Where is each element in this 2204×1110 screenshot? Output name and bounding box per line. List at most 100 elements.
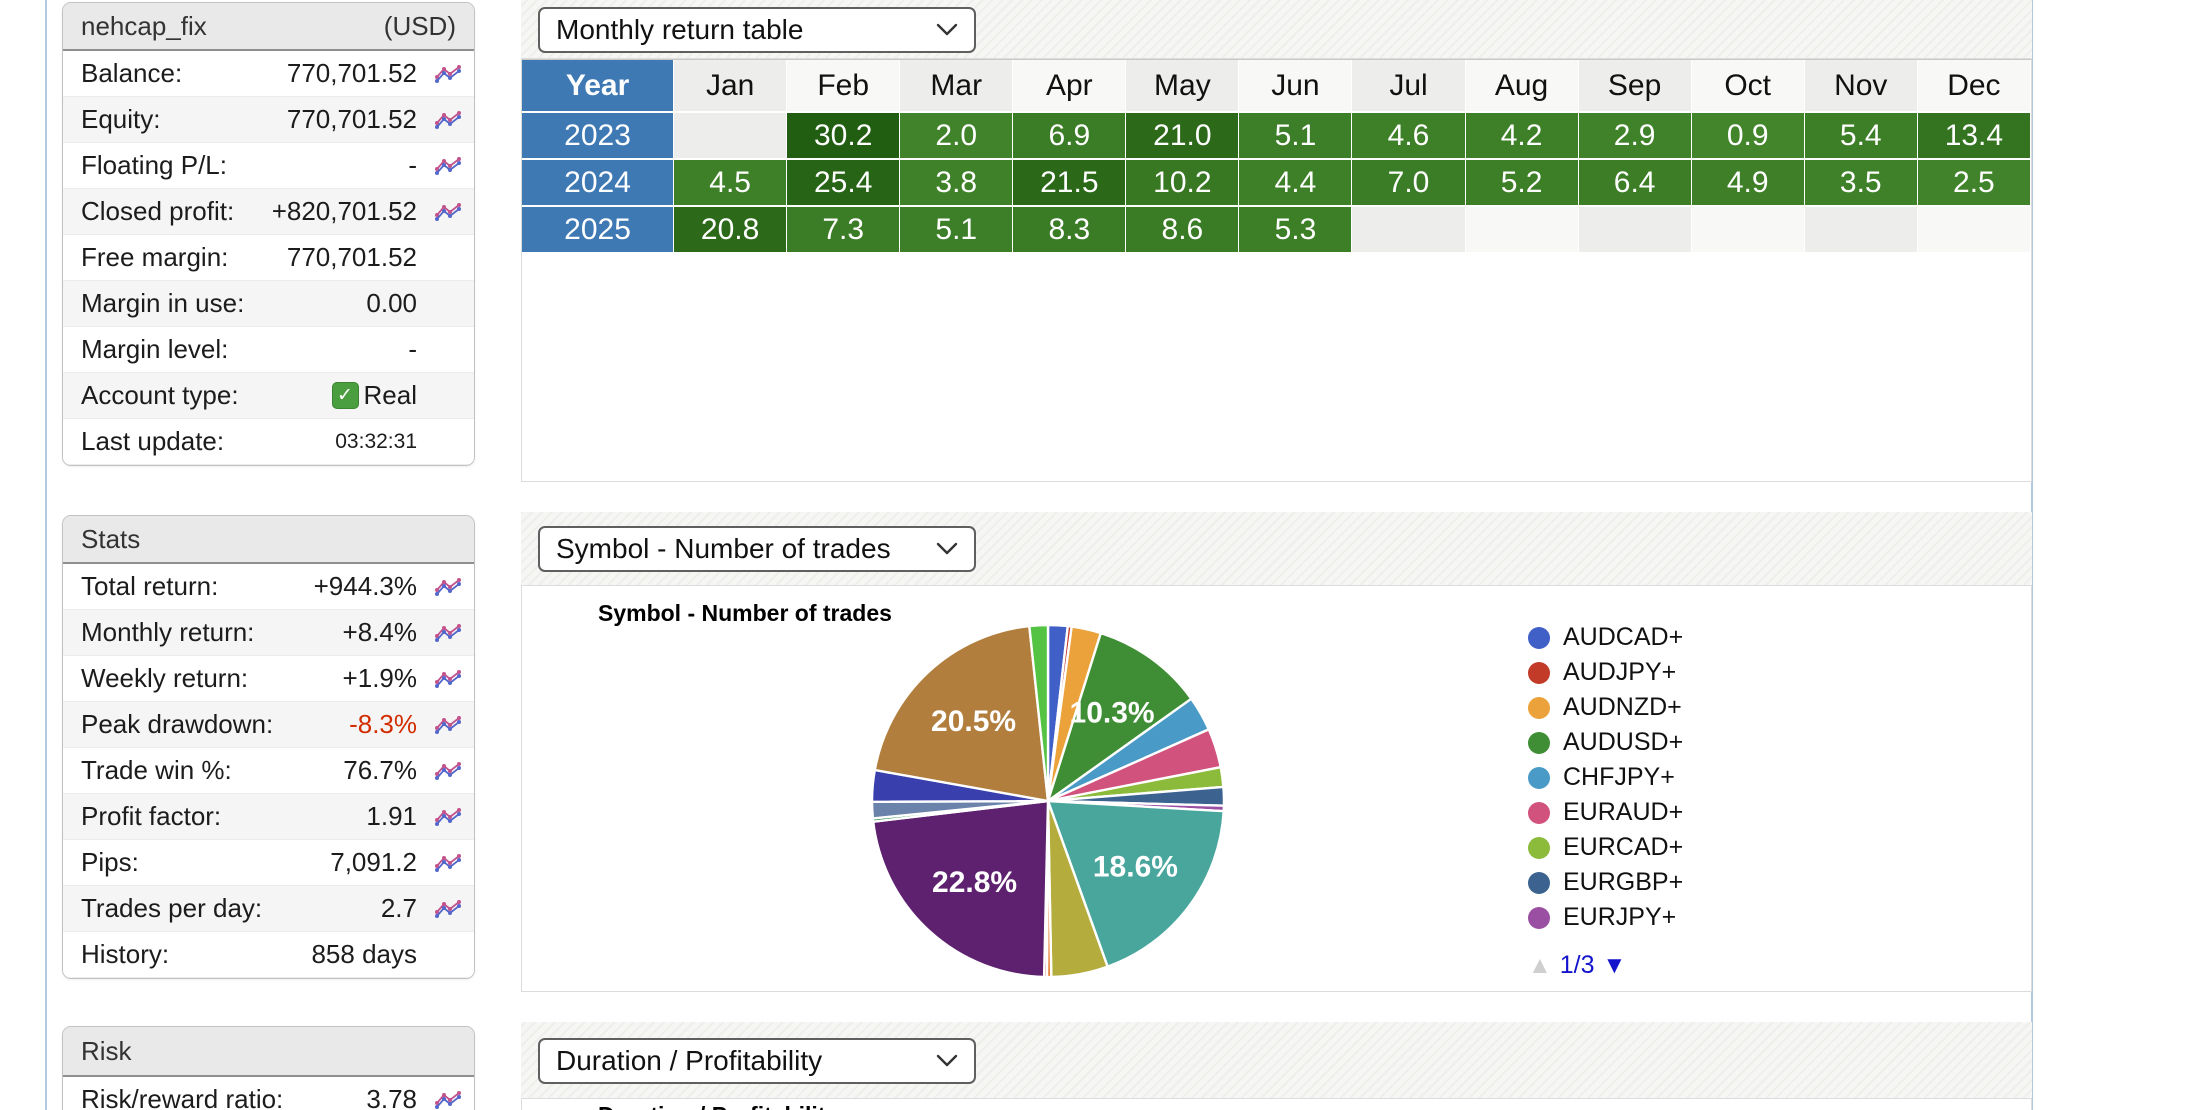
return-cell: 5.1 [900,207,1014,254]
return-cell: 5.1 [1239,113,1353,160]
month-header-cell: Jun [1239,60,1353,113]
mini-chart-icon[interactable] [435,761,461,781]
account-name: nehcap_fix [81,10,207,41]
stat-value: 770,701.52 [286,104,417,134]
stat-row: Floating P/L: - [63,143,474,189]
risk-panel-header: Risk [63,1027,474,1077]
mini-chart-icon[interactable] [435,1090,461,1110]
legend-page-down-icon[interactable]: ▼ [1602,951,1627,979]
stat-label: Pips: [81,847,139,877]
chevron-down-icon [936,542,958,556]
return-cell: 4.4 [1239,160,1353,207]
return-cell: 10.2 [1126,160,1240,207]
chart-icon-slot [425,1090,461,1110]
mini-chart-icon[interactable] [435,156,461,176]
chart-icon-slot [425,64,461,84]
legend-label: EURJPY+ [1563,903,1677,931]
stat-label: Last update: [81,426,225,456]
month-header-cell: Jul [1352,60,1466,113]
mini-chart-icon[interactable] [435,577,461,597]
legend-color-dot [1528,801,1550,824]
return-cell: 3.8 [900,160,1014,207]
stat-label: Peak drawdown: [81,709,274,739]
pie-slice-label: 20.5% [931,705,1016,738]
stat-value: +944.3% [313,571,417,601]
mini-chart-icon[interactable] [435,64,461,84]
stat-value: 770,701.52 [286,58,417,88]
stat-value: - [408,334,417,364]
risk-panel-title: Risk [81,1035,132,1066]
legend-item: AUDUSD+ [1528,725,1683,760]
mini-chart-icon[interactable] [435,202,461,222]
return-cell: 0.9 [1691,113,1805,160]
chart-icon-slot [425,807,461,827]
stats-panel: Stats Total return: +944.3% Monthly return… [62,515,475,979]
pie-slice-label: 10.3% [1070,697,1155,730]
chevron-down-icon [936,23,958,37]
stat-value: 858 days [311,939,417,969]
chart-icon-slot [425,623,461,643]
monthly-widget-body: Year Jan Feb Mar Apr May Jun Jul Aug Sep Oct Nov Dec… [521,58,2032,482]
symbol-widget-selector-value: Symbol - Number of trades [556,533,891,564]
legend-item: CHFJPY+ [1528,760,1683,795]
pie-legend: AUDCAD+ AUDJPY+ AUDNZD+ AUDUSD+ CHFJPY+ EURAU… [1528,620,1683,980]
chart-icon-slot [425,577,461,597]
legend-item: AUDJPY+ [1528,655,1683,690]
mini-chart-icon[interactable] [435,669,461,689]
stat-value: -8.3% [349,709,417,739]
pie-slice-18[interactable] [1028,623,1050,803]
stat-label: Profit factor: [81,801,222,831]
duration-widget-body [521,1098,2032,1110]
monthly-widget-selector[interactable]: Monthly return table [538,7,976,53]
return-cell: 2.9 [1578,113,1692,160]
stat-value: - [408,150,417,180]
duration-widget-selector[interactable]: Duration / Profitability [538,1038,976,1084]
stat-row: Trades per day: 2.7 [63,886,474,932]
pie-slice-9[interactable] [1046,799,1225,968]
year-header-cell: Year [522,60,675,113]
return-cell: 4.9 [1691,160,1805,207]
chart-icon-slot [425,761,461,781]
stat-label: Weekly return: [81,663,249,693]
mini-chart-icon[interactable] [435,853,461,873]
symbol-widget-body [521,585,2032,992]
stat-row: Profit factor: 1.91 [63,794,474,840]
return-cell: 4.5 [674,160,788,207]
return-cell: 8.3 [1013,207,1127,254]
pie-slice-17[interactable] [873,624,1050,803]
monthly-return-table: Year Jan Feb Mar Apr May Jun Jul Aug Sep Oct Nov Dec… [522,59,2031,254]
symbol-widget-selector[interactable]: Symbol - Number of trades [538,526,976,572]
pie-slice-AUDUSD[interactable] [1046,631,1193,803]
risk-rows: Risk/reward ratio: 3.78 [63,1077,474,1110]
stat-label: Equity: [81,104,161,134]
month-header-cell: Apr [1013,60,1127,113]
empty-return-cell [1917,207,2031,254]
mini-chart-icon[interactable] [435,715,461,735]
legend-label: AUDCAD+ [1563,623,1684,651]
mini-chart-icon[interactable] [435,110,461,130]
stat-value: 770,701.52 [286,242,417,272]
stat-value: 76.7% [343,755,417,785]
legend-page-up-icon[interactable]: ▲ [1528,951,1552,979]
pie-slice-13[interactable] [872,799,1050,979]
legend-color-dot [1528,696,1550,719]
legend-pagination: ▲ 1/3 ▼ [1528,951,1683,980]
account-currency: (USD) [383,10,456,41]
legend-color-dot [1528,836,1550,859]
return-cell: 4.6 [1352,113,1466,160]
legend-color-dot [1528,626,1550,649]
return-cell: 6.9 [1013,113,1127,160]
return-cell: 7.0 [1352,160,1466,207]
mini-chart-icon[interactable] [435,623,461,643]
stat-label: Free margin: [81,242,229,272]
chart-icon-slot [425,669,461,689]
stat-label: Monthly return: [81,617,255,647]
table-row: 2023 30.2 2.0 6.9 21.0 5.1 4.6 4.2 2.9 0.9 5.4 13.4 [522,113,2031,160]
stat-row: Equity: 770,701.52 [63,97,474,143]
mini-chart-icon[interactable] [435,899,461,919]
mini-chart-icon[interactable] [435,807,461,827]
return-cell: 5.4 [1804,113,1918,160]
stat-row: Monthly return: +8.4% [63,610,474,656]
return-cell: 21.5 [1013,160,1127,207]
